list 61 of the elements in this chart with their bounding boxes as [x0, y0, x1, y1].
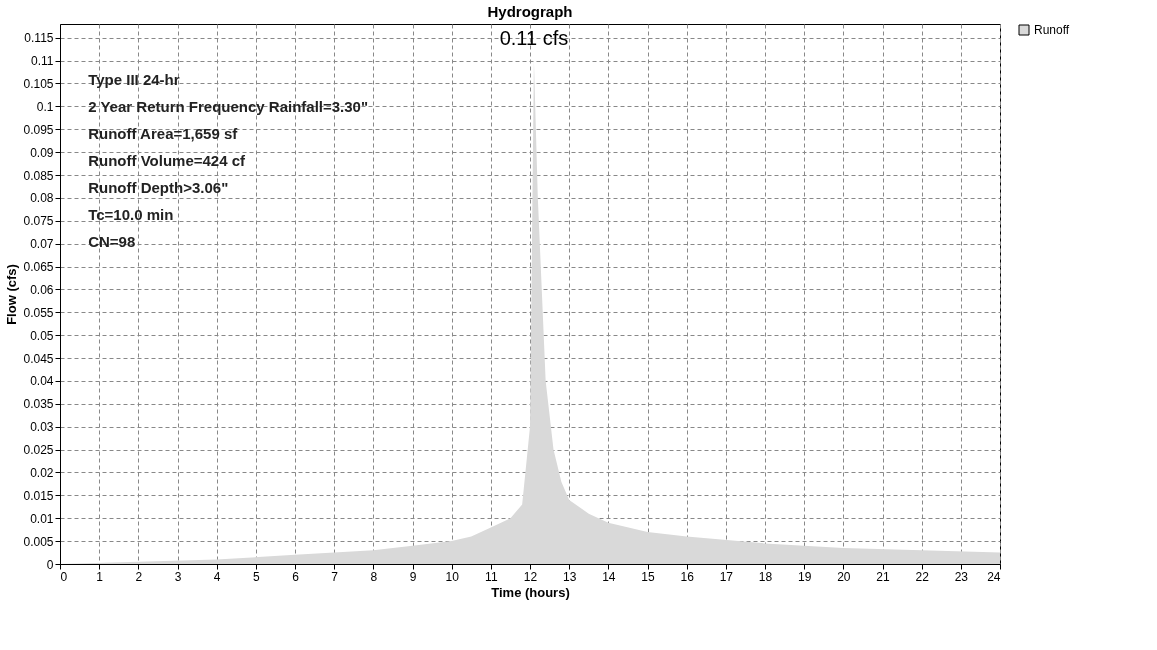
y-tick-label: 0 [46, 557, 54, 572]
x-tick-label: 22 [915, 569, 930, 584]
y-axis-title: Flow (cfs) [4, 264, 20, 325]
y-tick-label: 0.025 [23, 443, 54, 458]
y-tick-label: 0.02 [30, 465, 54, 480]
x-tick-label: 10 [445, 569, 460, 584]
x-tick-label: 23 [954, 569, 969, 584]
x-tick-label: 13 [562, 569, 577, 584]
y-tick-label: 0.055 [23, 305, 54, 320]
x-tick-label: 6 [292, 569, 300, 584]
y-tick-label: 0.06 [30, 282, 54, 297]
x-tick-label: 19 [797, 569, 812, 584]
y-tick-label: 0.035 [23, 397, 54, 412]
y-tick-label: 0.105 [23, 76, 54, 91]
annotation: Runoff Area=1,659 sf [88, 124, 239, 142]
y-tick-label: 0.085 [23, 168, 54, 183]
x-tick-label: 12 [523, 569, 538, 584]
y-tick-label: 0.04 [30, 374, 54, 389]
x-tick-label: 9 [409, 569, 417, 584]
x-tick-label: 4 [213, 569, 221, 584]
y-tick-label: 0.075 [23, 214, 54, 229]
annotation: Runoff Depth>3.06" [88, 178, 229, 196]
x-tick-label: 5 [252, 569, 260, 584]
x-tick-label: 7 [331, 569, 339, 584]
annotation: Tc=10.0 min [88, 205, 174, 223]
legend-label: Runoff [1034, 23, 1070, 37]
y-tick-label: 0.1 [36, 99, 54, 114]
y-tick-label: 0.015 [23, 488, 54, 503]
annotation: Runoff Volume=424 cf [88, 151, 247, 169]
x-tick-label: 20 [837, 569, 851, 584]
x-tick-label: 8 [370, 569, 378, 584]
x-tick-label: 1 [96, 569, 104, 584]
y-tick-label: 0.01 [30, 511, 54, 526]
x-tick-label: 14 [602, 569, 616, 584]
x-tick-label: 11 [485, 569, 498, 584]
y-tick-label: 0.09 [30, 145, 54, 160]
y-tick-label: 0.065 [23, 260, 54, 275]
y-tick-label: 0.11 [31, 54, 54, 69]
y-tick-label: 0.045 [23, 351, 54, 366]
y-tick-label: 0.08 [30, 191, 54, 206]
y-tick-label: 0.07 [30, 237, 54, 252]
y-tick-label: 0.005 [23, 534, 54, 549]
y-tick-label: 0.05 [30, 328, 54, 343]
x-tick-label: 24 [987, 569, 1001, 584]
x-axis-title: Time (hours) [491, 584, 570, 600]
x-tick-label: 3 [174, 569, 182, 584]
annotation: CN=98 [88, 232, 136, 250]
x-tick-label: 2 [135, 569, 143, 584]
x-tick-label: 16 [680, 569, 695, 584]
x-tick-label: 17 [719, 569, 734, 584]
y-tick-label: 0.03 [30, 420, 54, 435]
x-tick-label: 15 [641, 569, 655, 584]
annotation: Type III 24-hr [88, 70, 180, 88]
y-tick-label: 0.095 [23, 122, 54, 137]
chart-title: Hydrograph [487, 3, 573, 20]
annotation: 2 Year Return Frequency Rainfall=3.30" [88, 97, 369, 115]
y-tick-label: 0.115 [24, 31, 54, 46]
x-tick-label: 0 [60, 569, 68, 584]
x-tick-label: 18 [758, 569, 773, 584]
x-tick-label: 21 [876, 569, 890, 584]
annotation: 0.11 cfs [499, 26, 569, 49]
